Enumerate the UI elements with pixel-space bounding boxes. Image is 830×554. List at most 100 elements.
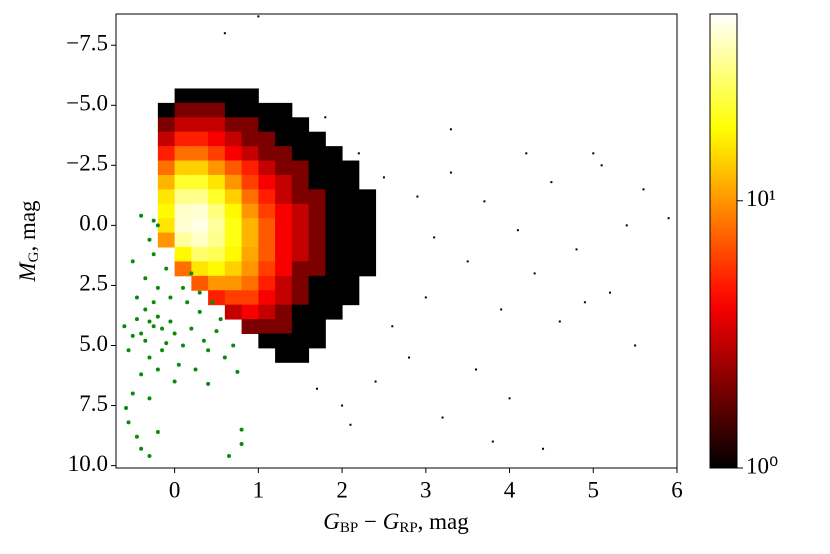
scatter-point <box>214 329 219 334</box>
scatter-point <box>180 285 185 290</box>
density-cell <box>275 174 293 190</box>
density-cell <box>224 218 243 234</box>
sparse-point <box>324 116 327 119</box>
density-cell <box>308 304 326 320</box>
x-tick-label: 3 <box>420 477 432 502</box>
density-cell <box>174 131 192 147</box>
density-cell <box>308 160 326 176</box>
density-cell <box>208 160 226 176</box>
colorbar-tick-label: 10¹ <box>746 186 776 211</box>
scatter-point <box>160 348 165 353</box>
scatter-point <box>172 379 177 384</box>
sparse-point <box>600 164 603 167</box>
density-cell <box>308 203 326 219</box>
sparse-point <box>508 397 511 400</box>
density <box>157 15 670 450</box>
density-cell <box>174 146 192 162</box>
density-cell <box>308 131 326 147</box>
scatter-point <box>206 381 211 386</box>
y-tick-label: −2.5 <box>66 151 108 176</box>
density-cell <box>208 131 226 147</box>
density-cell <box>358 203 377 219</box>
density-cell <box>241 203 259 219</box>
density-cell <box>275 247 293 262</box>
scatter-point <box>206 348 211 353</box>
scatter-point <box>197 290 202 295</box>
sparse-point <box>223 32 226 35</box>
density-cell <box>241 232 259 248</box>
sparse-point <box>357 152 360 155</box>
sparse-point <box>341 404 344 407</box>
density-cell <box>342 174 360 190</box>
density-cell <box>224 174 243 190</box>
density-cell <box>191 189 209 205</box>
x-tick-label: 4 <box>504 477 516 502</box>
density-cell <box>342 218 360 234</box>
density-cell <box>258 218 276 234</box>
density-cell <box>275 131 293 147</box>
density-cell <box>275 102 293 118</box>
sparse-point <box>667 217 670 220</box>
sparse-point <box>634 344 637 347</box>
sparse-point <box>408 356 411 359</box>
density-cell <box>258 319 276 334</box>
density-cell <box>291 304 310 320</box>
density-cell <box>191 218 209 234</box>
density-cell <box>224 261 243 277</box>
density-cell <box>191 232 209 248</box>
density-cell <box>208 189 226 205</box>
density-cell <box>308 146 326 162</box>
x-label-part: G <box>383 509 400 534</box>
sparse-point <box>533 272 536 275</box>
density-cell <box>208 146 226 162</box>
density-cell <box>275 218 293 234</box>
scatter-point <box>147 396 152 401</box>
density-cell <box>342 203 360 219</box>
density-cell <box>308 218 326 234</box>
density-cell <box>224 146 243 162</box>
sparse-point <box>424 296 427 299</box>
density-cell <box>275 160 293 176</box>
density-cell <box>291 247 310 262</box>
density-cell <box>275 189 293 205</box>
density-cell <box>275 232 293 248</box>
density-cell <box>241 160 259 176</box>
density-cell <box>208 261 226 277</box>
density-cell <box>224 247 243 262</box>
sparse-point <box>642 188 645 191</box>
density-cell <box>342 275 360 291</box>
x-label-part: BP <box>340 520 358 536</box>
scatter-point <box>134 295 139 300</box>
density-cell <box>208 117 226 133</box>
density-cell <box>291 189 310 205</box>
density-cell <box>241 319 259 334</box>
y-axis-label: MG, mag <box>15 200 42 283</box>
density-cell <box>275 117 293 133</box>
density-cell <box>157 232 176 248</box>
density-cell <box>258 174 276 190</box>
density-cell <box>291 203 310 219</box>
density-cell <box>208 203 226 219</box>
scatter-point <box>164 341 169 346</box>
scatter-point <box>155 367 160 372</box>
density-cell <box>157 117 176 133</box>
sparse-point <box>349 423 352 426</box>
y-tick-label: −5.0 <box>66 91 108 116</box>
density-cell <box>291 146 310 162</box>
density-cell <box>358 218 377 234</box>
scatter-point <box>160 326 165 331</box>
density-cell <box>241 102 259 118</box>
x-label-part: − <box>358 509 382 534</box>
density-cell <box>157 218 176 234</box>
y-label-part: M <box>15 261 40 283</box>
density-cell <box>258 146 276 162</box>
density-cell <box>224 117 243 133</box>
scatter-point <box>172 331 177 336</box>
density-cell <box>191 275 209 291</box>
density-cell <box>224 304 243 320</box>
scatter-point <box>126 348 131 353</box>
scatter-point <box>185 300 190 305</box>
density-cell <box>241 261 259 277</box>
density-cell <box>208 275 226 291</box>
